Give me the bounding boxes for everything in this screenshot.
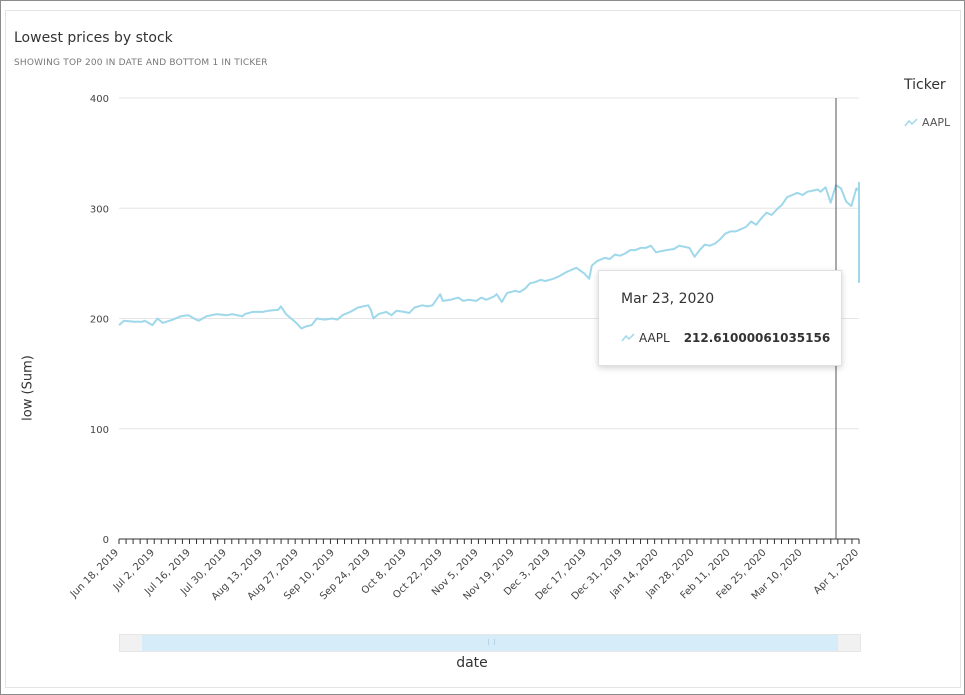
line-series-icon [621,333,635,342]
tooltip-series: AAPL [639,331,670,345]
y-tick-label: 300 [90,204,109,215]
legend-item-aapl[interactable]: AAPL [904,116,950,129]
x-axis-label: date [456,655,488,671]
gridlines [119,97,859,430]
scrollbar-thumb[interactable] [142,635,838,651]
y-tick-label: 400 [90,94,109,105]
line-series-icon [904,117,918,126]
series-line-aapl[interactable] [118,181,860,330]
tooltip-date: Mar 23, 2020 [621,291,715,307]
legend-item-label: AAPL [922,116,951,129]
y-axis-ticks: 0 100 200 300 400 [90,94,109,546]
grip-icon [488,639,496,645]
chart-title: Lowest prices by stock [14,30,173,46]
y-tick-label: 0 [103,535,109,546]
legend-title: Ticker [904,77,946,93]
tooltip-row: AAPL 212.61000061035156 [621,331,830,345]
y-tick-label: 200 [90,315,109,326]
series-group [118,181,860,330]
x-axis-range-scrollbar[interactable] [119,634,861,652]
y-tick-label: 100 [90,425,109,436]
hover-tooltip: Mar 23, 2020 AAPL 212.61000061035156 [598,270,842,366]
x-tick-label: Jun 18, 2019 [68,547,121,600]
tooltip-value: 212.61000061035156 [683,331,831,345]
x-tick-label: Apr 1, 2020 [812,547,861,596]
chart-subtitle: SHOWING TOP 200 IN DATE AND BOTTOM 1 IN … [14,58,268,68]
